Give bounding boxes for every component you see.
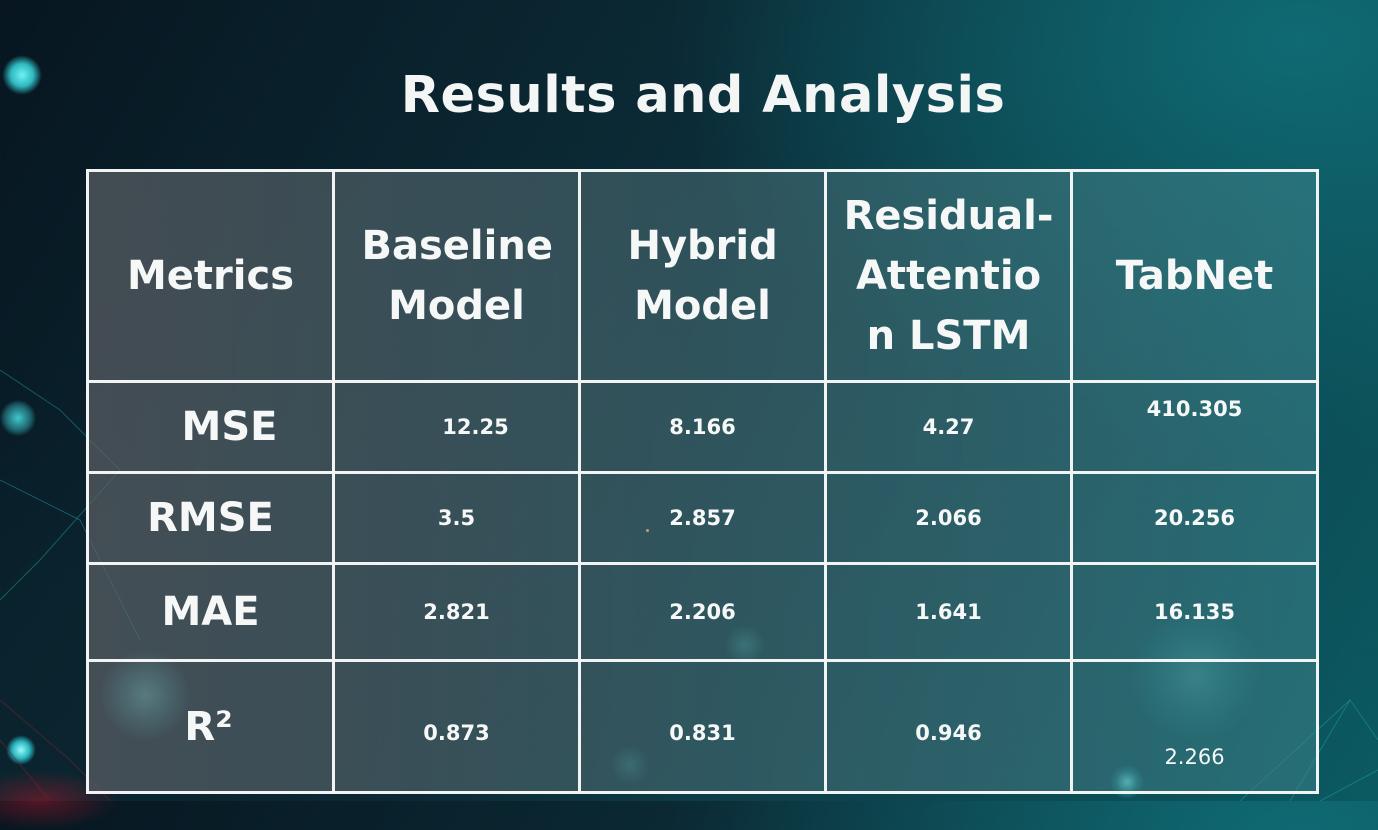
metric-label-mae: MAE bbox=[86, 562, 335, 662]
cell-baseline-r-squared: 0.873 bbox=[332, 659, 581, 794]
column-header-tabnet: TabNet bbox=[1070, 169, 1319, 383]
cell-value: 0.946 bbox=[915, 720, 982, 745]
cell-tabnet-r-squared: 2.266 bbox=[1070, 659, 1319, 794]
column-header-baseline-model: Baseline Model bbox=[332, 169, 581, 383]
cell-hybrid-mse: 8.166 bbox=[578, 380, 827, 474]
table-header-row: Metrics Baseline Model Hybrid Model Resi… bbox=[86, 169, 1319, 383]
column-header-label: Residual-Attention LSTM bbox=[843, 193, 1054, 359]
cell-residual-mae: 1.641 bbox=[824, 562, 1073, 662]
column-header-hybrid-model: Hybrid Model bbox=[578, 169, 827, 383]
glow-dot-decoration bbox=[0, 400, 36, 436]
cell-tabnet-mse: 410.305 bbox=[1070, 380, 1319, 474]
cell-residual-r-squared: 0.946 bbox=[824, 659, 1073, 794]
metric-label-rmse: RMSE bbox=[86, 471, 335, 565]
metric-label-r-squared: R² bbox=[86, 659, 335, 794]
column-header-metrics: Metrics bbox=[86, 169, 335, 383]
cell-hybrid-r-squared: 0.831 bbox=[578, 659, 827, 794]
glow-dot-decoration bbox=[6, 735, 36, 765]
cell-baseline-mse: 12.25 bbox=[332, 380, 581, 474]
page-title: Results and Analysis bbox=[400, 66, 1006, 125]
cell-baseline-rmse: 3.5 bbox=[332, 471, 581, 565]
column-header-label: Hybrid Model bbox=[627, 223, 778, 329]
table-row: RMSE 3.5 2.857 2.066 20.256 bbox=[86, 471, 1319, 565]
cell-value: 0.831 bbox=[669, 720, 736, 745]
cell-tabnet-rmse: 20.256 bbox=[1070, 471, 1319, 565]
cell-hybrid-rmse: 2.857 bbox=[578, 471, 827, 565]
cell-baseline-mae: 2.821 bbox=[332, 562, 581, 662]
column-header-residual-attention-lstm: Residual-Attention LSTM bbox=[824, 169, 1073, 383]
cell-tabnet-mae: 16.135 bbox=[1070, 562, 1319, 662]
cell-value: 0.873 bbox=[423, 720, 490, 745]
cell-hybrid-mae: 2.206 bbox=[578, 562, 827, 662]
table-row: R² 0.873 0.831 0.946 2.266 bbox=[86, 659, 1319, 794]
column-header-label: Baseline Model bbox=[361, 223, 553, 329]
stray-dot-decoration bbox=[646, 529, 649, 532]
table-row: MAE 2.821 2.206 1.641 16.135 bbox=[86, 562, 1319, 662]
table-row: MSE 12.25 8.166 4.27 410.305 bbox=[86, 380, 1319, 474]
metric-label-mse: MSE bbox=[86, 380, 335, 474]
cell-residual-mse: 4.27 bbox=[824, 380, 1073, 474]
cell-residual-rmse: 2.066 bbox=[824, 471, 1073, 565]
results-table: Metrics Baseline Model Hybrid Model Resi… bbox=[86, 169, 1319, 794]
